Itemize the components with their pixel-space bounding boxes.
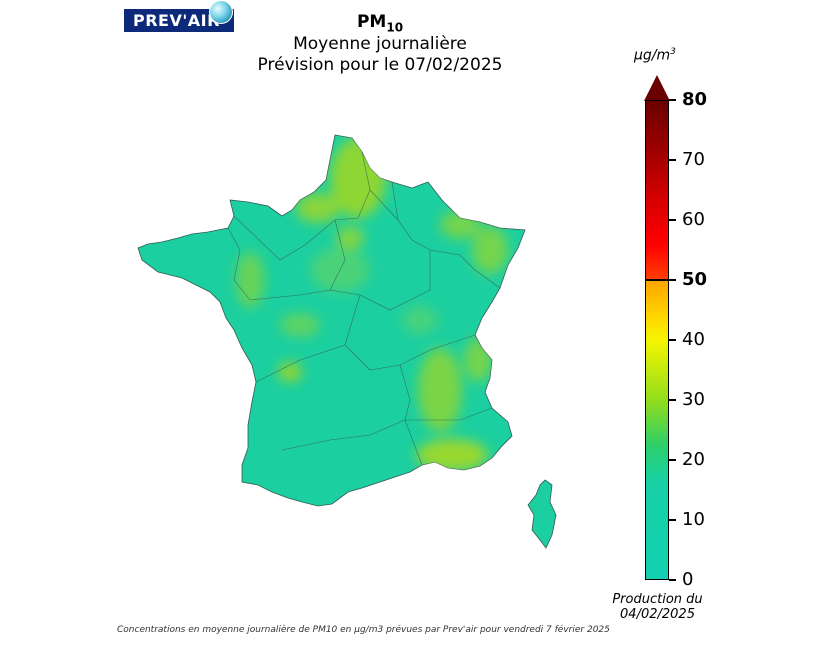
threshold-line [645, 279, 669, 281]
legend-tick [669, 279, 676, 281]
legend-tick-label: 70 [682, 149, 705, 170]
france-map [130, 120, 580, 560]
production-label: Production du [612, 592, 703, 607]
color-scale-bar [645, 100, 669, 580]
unit-superscript: 3 [670, 47, 676, 57]
region-borders [227, 151, 501, 466]
legend-tick [669, 99, 676, 101]
map-caption: Concentrations en moyenne journalière de… [117, 625, 610, 635]
map-subtitle: Moyenne journalière [293, 34, 467, 54]
legend-tick [669, 459, 676, 461]
legend-tick-label: 10 [682, 509, 705, 530]
logo-text: PREV'AIR [133, 11, 220, 30]
legend-tick-label: 50 [682, 269, 708, 290]
legend-tick-label: 0 [682, 569, 694, 590]
map-title: PM10 [230, 12, 530, 34]
legend-tick [669, 159, 676, 161]
corsica-island [527, 479, 557, 549]
title-pollutant-subscript: 10 [386, 20, 404, 35]
prevair-logo: PREV'AIR [124, 9, 234, 32]
unit-text: µg/m [634, 47, 671, 64]
legend-tick [669, 219, 676, 221]
pollution-hotspots [236, 138, 508, 471]
legend-tick [669, 579, 676, 581]
legend-unit: µg/m3 [634, 47, 676, 64]
legend-tick [669, 399, 676, 401]
legend-tick-label: 30 [682, 389, 705, 410]
forecast-date: Prévision pour le 07/02/2025 [257, 55, 503, 75]
legend-tick-label: 80 [682, 89, 708, 110]
legend-tick-label: 20 [682, 449, 705, 470]
globe-icon [209, 0, 233, 24]
france-map-svg [137, 134, 557, 549]
production-date: Production du 04/02/2025 [600, 592, 715, 622]
legend-tick-label: 40 [682, 329, 705, 350]
legend-extend-arrow [644, 75, 670, 101]
color-legend: 0 10 20 30 40 50 60 70 80 [630, 70, 740, 590]
legend-tick [669, 339, 676, 341]
title-pollutant: PM [356, 12, 387, 32]
legend-tick-label: 60 [682, 209, 705, 230]
production-value: 04/02/2025 [620, 607, 695, 622]
legend-tick [669, 519, 676, 521]
